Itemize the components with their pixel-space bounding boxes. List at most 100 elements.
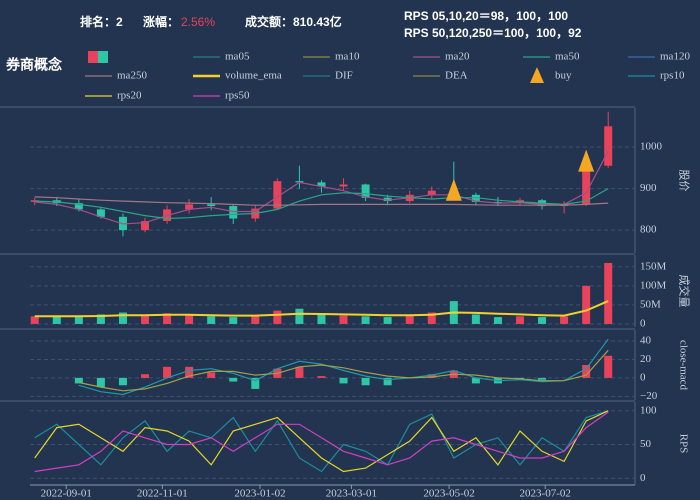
y-tick-label: 900 (640, 182, 657, 194)
bar (361, 316, 370, 324)
rps-short: RPS 05,10,20＝98，100，100 (404, 9, 568, 23)
series-line (34, 196, 609, 206)
bar (141, 315, 150, 324)
bar (74, 377, 83, 384)
y-axis-label: close-macd (677, 340, 689, 391)
bar (163, 366, 172, 378)
bar (560, 316, 569, 324)
bar (427, 312, 436, 324)
bar (471, 314, 480, 324)
candle-body (361, 184, 370, 198)
bar (185, 314, 194, 324)
x-tick-label: 2022-11-01 (137, 488, 188, 500)
x-tick-label: 2023-01-02 (234, 488, 285, 500)
buy-marker (578, 149, 595, 172)
y-tick-label: −20 (640, 390, 658, 402)
change-value: 2.56% (181, 15, 215, 29)
candle-body (471, 194, 480, 202)
legend-label: rps20 (117, 90, 142, 102)
bar (538, 377, 547, 380)
bar (251, 377, 260, 389)
legend-label: ma250 (117, 70, 147, 82)
y-tick-label: 150M (640, 260, 667, 272)
y-tick-label: 40 (640, 335, 652, 347)
bar (361, 377, 370, 386)
legend-label: ma50 (555, 51, 580, 63)
candle-body (604, 126, 613, 166)
buy-marker (445, 178, 462, 201)
series-line (34, 410, 609, 473)
candle-body (141, 221, 150, 231)
y-tick-label: 800 (640, 224, 657, 236)
series-line (78, 338, 609, 396)
x-tick-label: 2023-03-01 (326, 488, 377, 500)
candle-legend-icon (88, 51, 108, 63)
bar (207, 316, 216, 324)
series-line (34, 411, 609, 473)
legend-label: ma10 (335, 51, 360, 63)
rank: 排名：2 (80, 14, 123, 29)
candle-body (383, 197, 392, 202)
series-line (34, 188, 609, 220)
candle-body (207, 204, 216, 207)
x-tick-label: 2023-05-02 (423, 488, 474, 500)
y-tick-label: 50 (640, 438, 652, 450)
y-tick-label: 0 (640, 317, 646, 329)
candle-body (317, 182, 326, 187)
y-tick-label: 0 (640, 371, 646, 383)
series-line (34, 150, 609, 225)
bar (493, 317, 502, 324)
bar (118, 377, 127, 386)
series-line (78, 349, 609, 392)
y-axis-label: RPS (677, 434, 689, 454)
legend-label: rps10 (660, 70, 685, 82)
bar (295, 366, 304, 378)
bar (30, 316, 39, 324)
bar (383, 317, 392, 324)
bar (295, 308, 304, 324)
candle-body (96, 209, 105, 217)
bar (471, 377, 480, 384)
bar (582, 365, 591, 378)
legend-label: rps50 (225, 90, 250, 102)
candle-body (493, 201, 502, 203)
x-tick-label: 2022-09-01 (41, 488, 92, 500)
rps-long: RPS 50,120,250＝100，100，92 (404, 26, 582, 40)
bar (207, 372, 216, 378)
bar (229, 377, 238, 382)
bar (52, 315, 61, 324)
candle-body (74, 203, 83, 210)
change-label: 涨幅： (143, 14, 179, 29)
title: 券商概念 (6, 57, 63, 73)
series-line (34, 300, 609, 318)
legend-label: ma120 (660, 51, 690, 63)
y-tick-label: 0 (640, 472, 646, 484)
candle-body (427, 190, 436, 195)
legend-label: buy (555, 70, 572, 82)
bar (604, 263, 613, 324)
bar (538, 317, 547, 324)
y-tick-label: 100 (640, 404, 657, 416)
bar (317, 376, 326, 378)
candle-body (185, 204, 194, 210)
bar (74, 317, 83, 324)
bar (273, 310, 282, 324)
y-tick-label: 50M (640, 298, 661, 310)
bar (604, 355, 613, 378)
legend-label: volume_ema (225, 70, 282, 82)
y-axis-label: 股价 (677, 170, 690, 192)
candle-body (295, 181, 304, 183)
bar (339, 377, 348, 384)
legend-label: DEA (445, 70, 468, 82)
bar (405, 315, 414, 324)
candle-body (273, 181, 282, 209)
series-line (34, 410, 609, 473)
candle-body (229, 206, 238, 219)
bar (582, 285, 591, 324)
bar (383, 377, 392, 386)
legend-marker (530, 67, 544, 83)
bar (515, 316, 524, 324)
y-tick-label: 100M (640, 279, 667, 291)
bar (118, 312, 127, 324)
